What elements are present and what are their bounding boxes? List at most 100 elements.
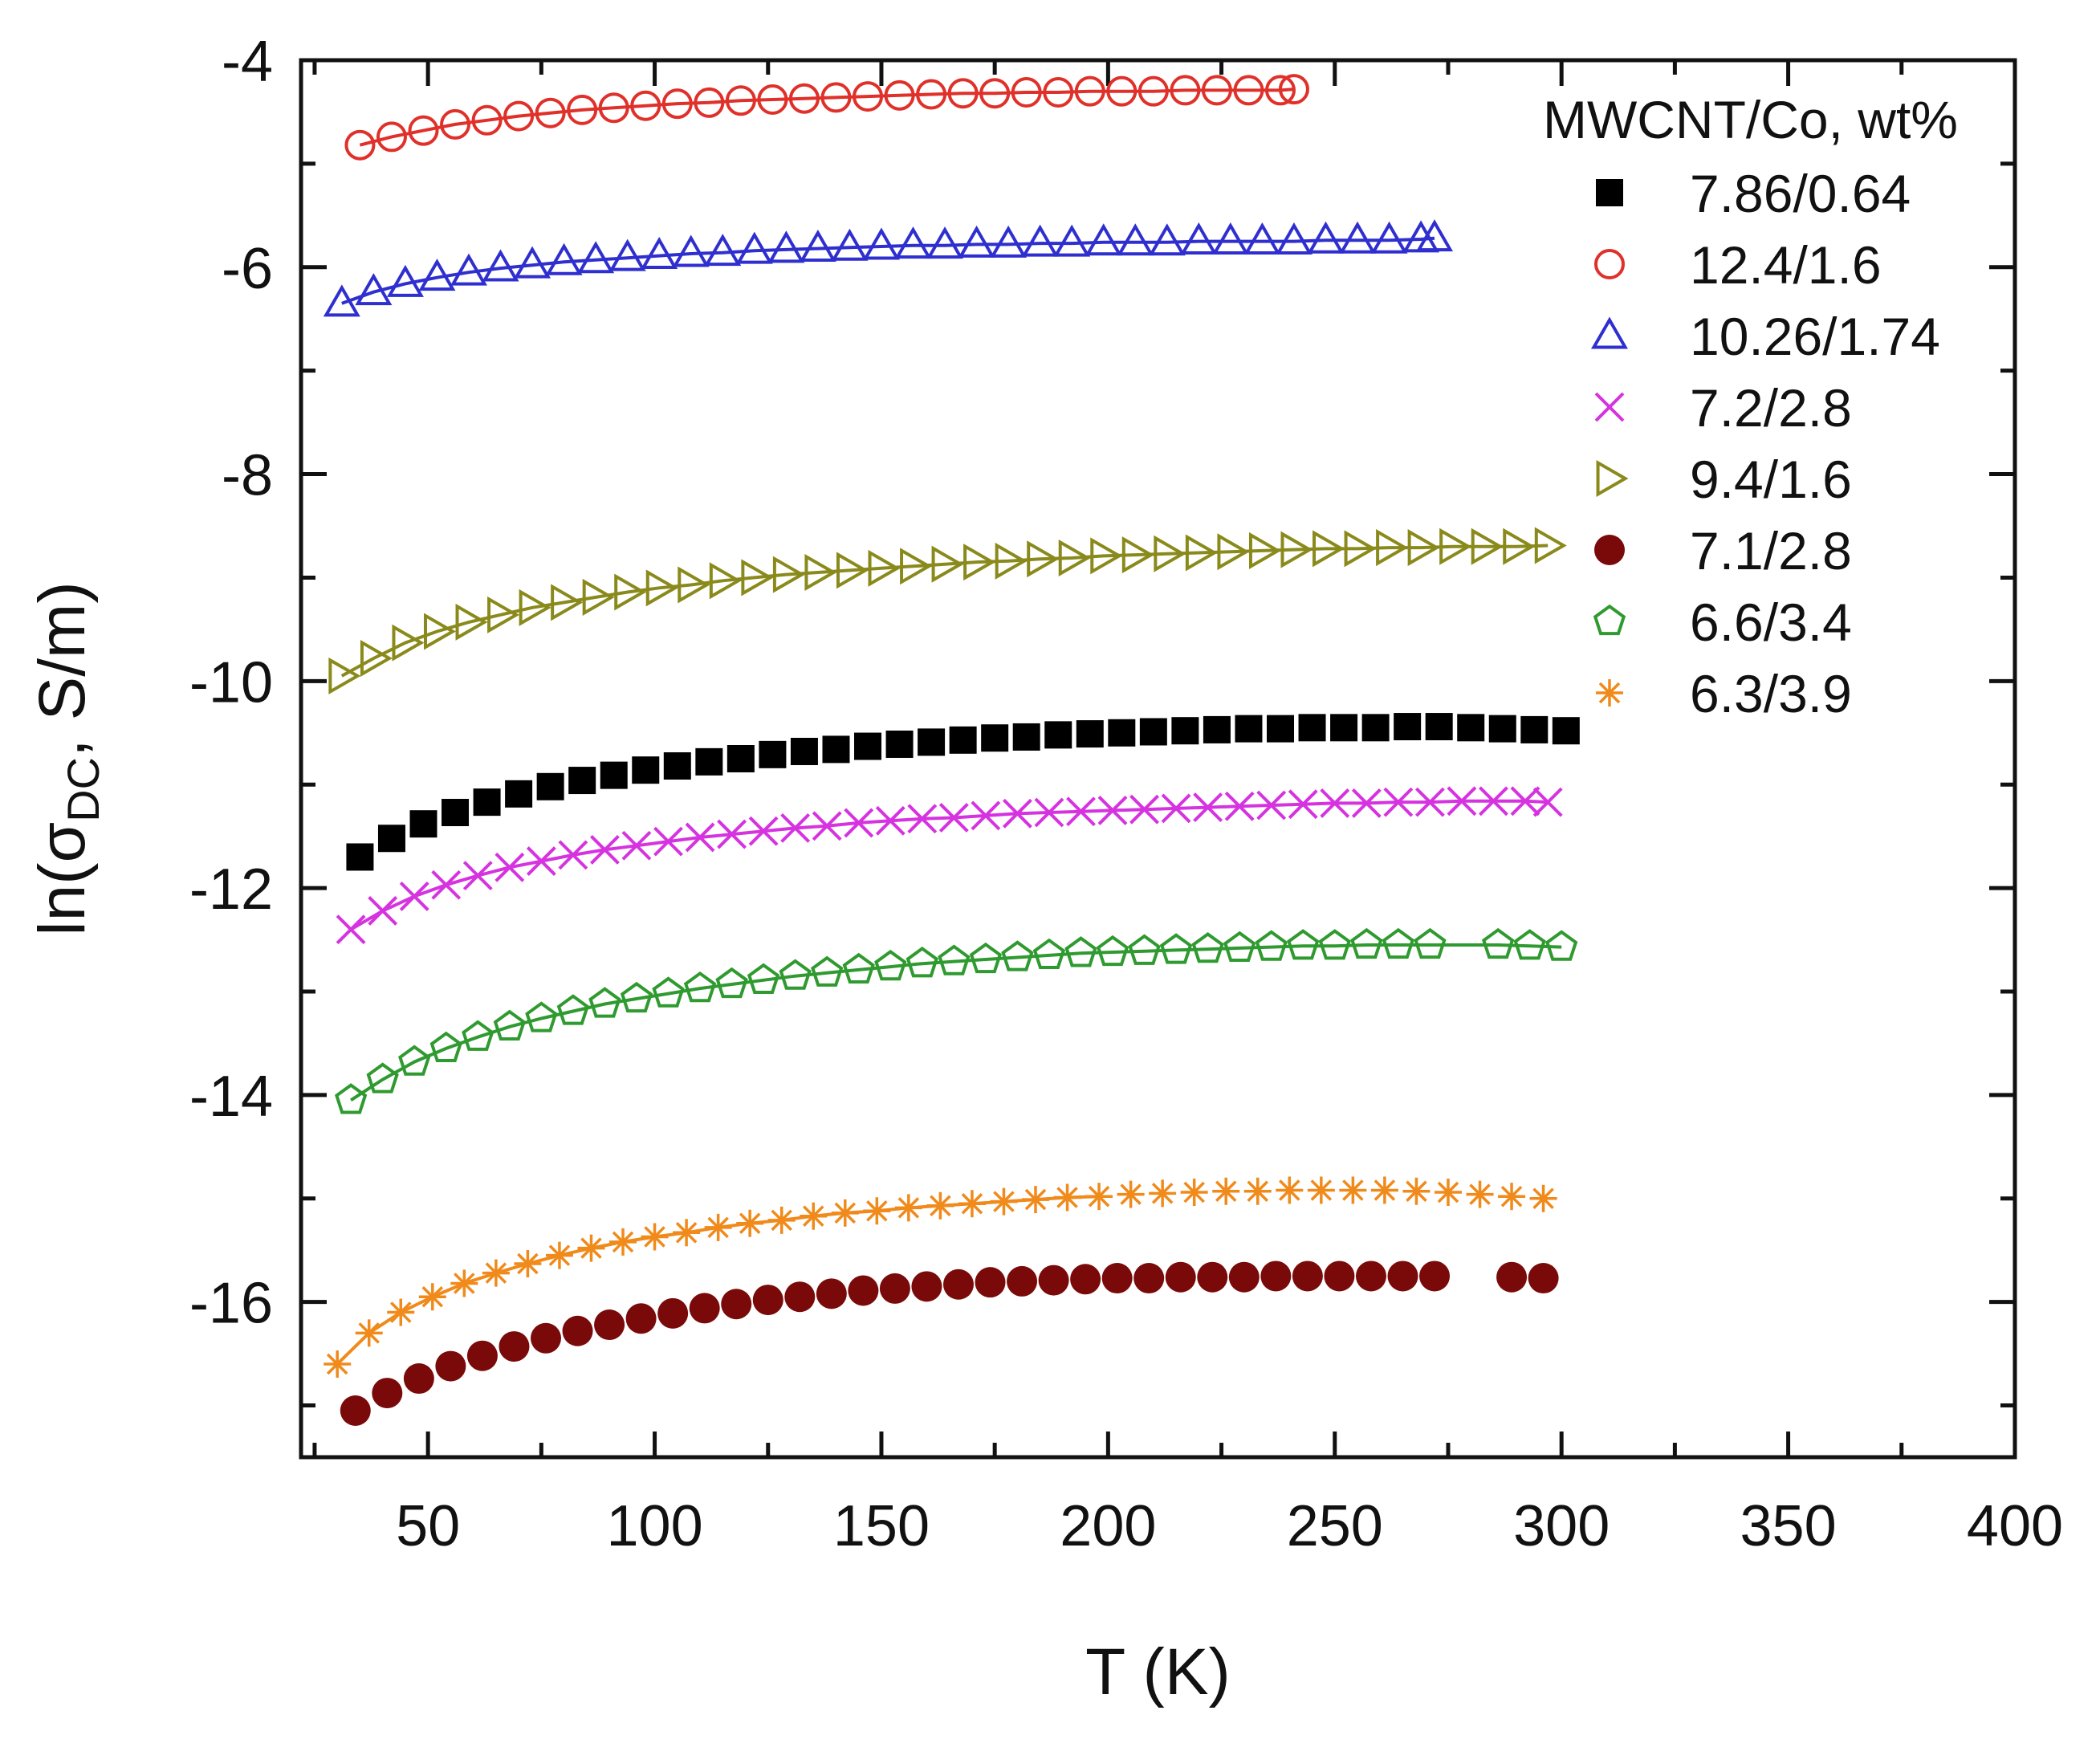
- data-point-series-5: [519, 588, 551, 626]
- legend-marker-1: [1596, 179, 1623, 206]
- data-point-series-7: [906, 947, 938, 978]
- data-point-series-7: [1350, 927, 1383, 959]
- data-point-series-4: [526, 846, 556, 877]
- data-point-series-7: [715, 967, 748, 999]
- data-point-series-1: [1394, 713, 1422, 741]
- data-point-series-3: [1180, 222, 1218, 255]
- data-point-series-1: [536, 772, 564, 800]
- data-point-series-2: [757, 83, 788, 115]
- data-point-series-3: [1085, 223, 1122, 256]
- legend-items: 7.86/0.64 12.4/1.6 10.26/1.74 7.2/2.8 9.4/1.…: [1590, 164, 1940, 723]
- data-point-series-5: [423, 613, 457, 650]
- data-point-series-3: [514, 246, 551, 279]
- data-point-series-8: [1466, 1180, 1494, 1208]
- data-point-series-4: [494, 852, 525, 882]
- data-point-series-3: [577, 241, 615, 274]
- data-point-series-5: [804, 553, 837, 592]
- data-point-series-2: [1011, 76, 1042, 108]
- data-point-series-1: [918, 728, 946, 756]
- data-point-series-8: [1022, 1186, 1049, 1214]
- legend: MWCNT/Co, wt% 7.86/0.64 12.4/1.6 10.26/1.7…: [1543, 90, 1958, 723]
- data-point-series-3: [831, 228, 869, 261]
- data-point-series-4: [1224, 791, 1255, 821]
- data-point-series-8: [609, 1228, 637, 1256]
- data-point-series-7: [334, 1083, 368, 1114]
- data-point-series-2: [725, 85, 756, 116]
- data-point-series-5: [1154, 535, 1186, 572]
- legend-marker-5: [1596, 459, 1629, 498]
- data-point-series-5: [963, 544, 996, 581]
- data-point-series-1: [663, 752, 691, 780]
- data-point-series-6: [1165, 1261, 1196, 1293]
- data-point-series-7: [779, 959, 812, 990]
- data-point-series-8: [863, 1197, 891, 1225]
- data-point-series-3: [1117, 223, 1154, 256]
- data-point-series-8: [926, 1191, 954, 1220]
- data-point-series-1: [1488, 715, 1516, 743]
- data-point-series-5: [931, 545, 964, 583]
- data-point-series-8: [990, 1187, 1018, 1216]
- data-point-series-6: [784, 1281, 816, 1313]
- data-point-series-2: [916, 79, 947, 110]
- data-point-series-7: [652, 976, 685, 1008]
- data-point-series-7: [1159, 933, 1193, 964]
- data-point-series-6: [721, 1289, 752, 1320]
- data-point-series-4: [812, 811, 842, 841]
- data-point-series-3: [894, 226, 932, 259]
- data-point-series-5: [392, 624, 425, 662]
- data-point-series-8: [1212, 1177, 1240, 1205]
- data-point-series-2: [884, 79, 915, 111]
- data-point-series-4: [1414, 787, 1445, 817]
- data-point-series-3: [735, 231, 773, 264]
- y-tick-label: -10: [189, 650, 273, 715]
- legend-label-4: 7.2/2.8: [1690, 378, 1852, 438]
- data-point-series-3: [704, 234, 742, 267]
- data-point-series-5: [836, 552, 869, 589]
- data-point-series-7: [366, 1062, 399, 1093]
- data-point-series-7: [1096, 935, 1129, 967]
- data-point-series-7: [1318, 929, 1351, 960]
- data-point-series-1: [790, 737, 818, 765]
- data-point-series-8: [1307, 1176, 1335, 1204]
- data-point-series-2: [661, 88, 693, 120]
- data-point-series-4: [368, 896, 398, 926]
- axis-ticks: [301, 58, 2017, 1457]
- data-point-series-2: [1074, 75, 1105, 107]
- data-point-series-8: [1117, 1180, 1145, 1208]
- data-point-series-6: [1292, 1260, 1323, 1292]
- data-point-series-6: [911, 1271, 942, 1302]
- data-point-series-5: [1503, 527, 1536, 565]
- data-point-series-6: [942, 1269, 974, 1300]
- data-point-series-8: [958, 1190, 986, 1218]
- data-point-series-7: [1064, 936, 1097, 967]
- data-point-series-5: [1058, 539, 1091, 576]
- data-point-series-2: [440, 108, 471, 140]
- data-point-series-1: [1012, 723, 1040, 751]
- data-point-series-4: [1256, 790, 1287, 821]
- data-point-series-7: [1545, 930, 1578, 961]
- data-point-series-1: [473, 788, 501, 817]
- data-point-series-8: [704, 1213, 732, 1241]
- data-point-series-5: [1027, 540, 1060, 578]
- data-point-series-5: [995, 542, 1028, 580]
- data-point-series-1: [1298, 714, 1326, 742]
- data-point-series-6: [1387, 1260, 1418, 1292]
- data-point-series-6: [1496, 1261, 1528, 1293]
- data-point-series-5: [1407, 529, 1440, 567]
- data-point-series-8: [767, 1206, 796, 1234]
- data-point-series-2: [979, 78, 1011, 109]
- data-point-series-8: [1529, 1184, 1557, 1212]
- data-point-series-5: [455, 603, 488, 641]
- data-point-series-4: [971, 800, 1001, 831]
- data-point-series-3: [958, 225, 995, 258]
- y-axis-title: ln(σDC, S/m): [26, 581, 108, 935]
- data-point-series-1: [1203, 715, 1231, 743]
- data-point-series-5: [614, 573, 647, 611]
- data-point-series-7: [556, 994, 590, 1025]
- data-point-series-4: [685, 822, 715, 853]
- data-point-series-6: [499, 1331, 530, 1362]
- data-point-series-6: [1133, 1263, 1165, 1294]
- data-point-series-1: [1235, 715, 1263, 743]
- data-point-series-8: [673, 1219, 701, 1247]
- data-points: [323, 74, 1580, 1426]
